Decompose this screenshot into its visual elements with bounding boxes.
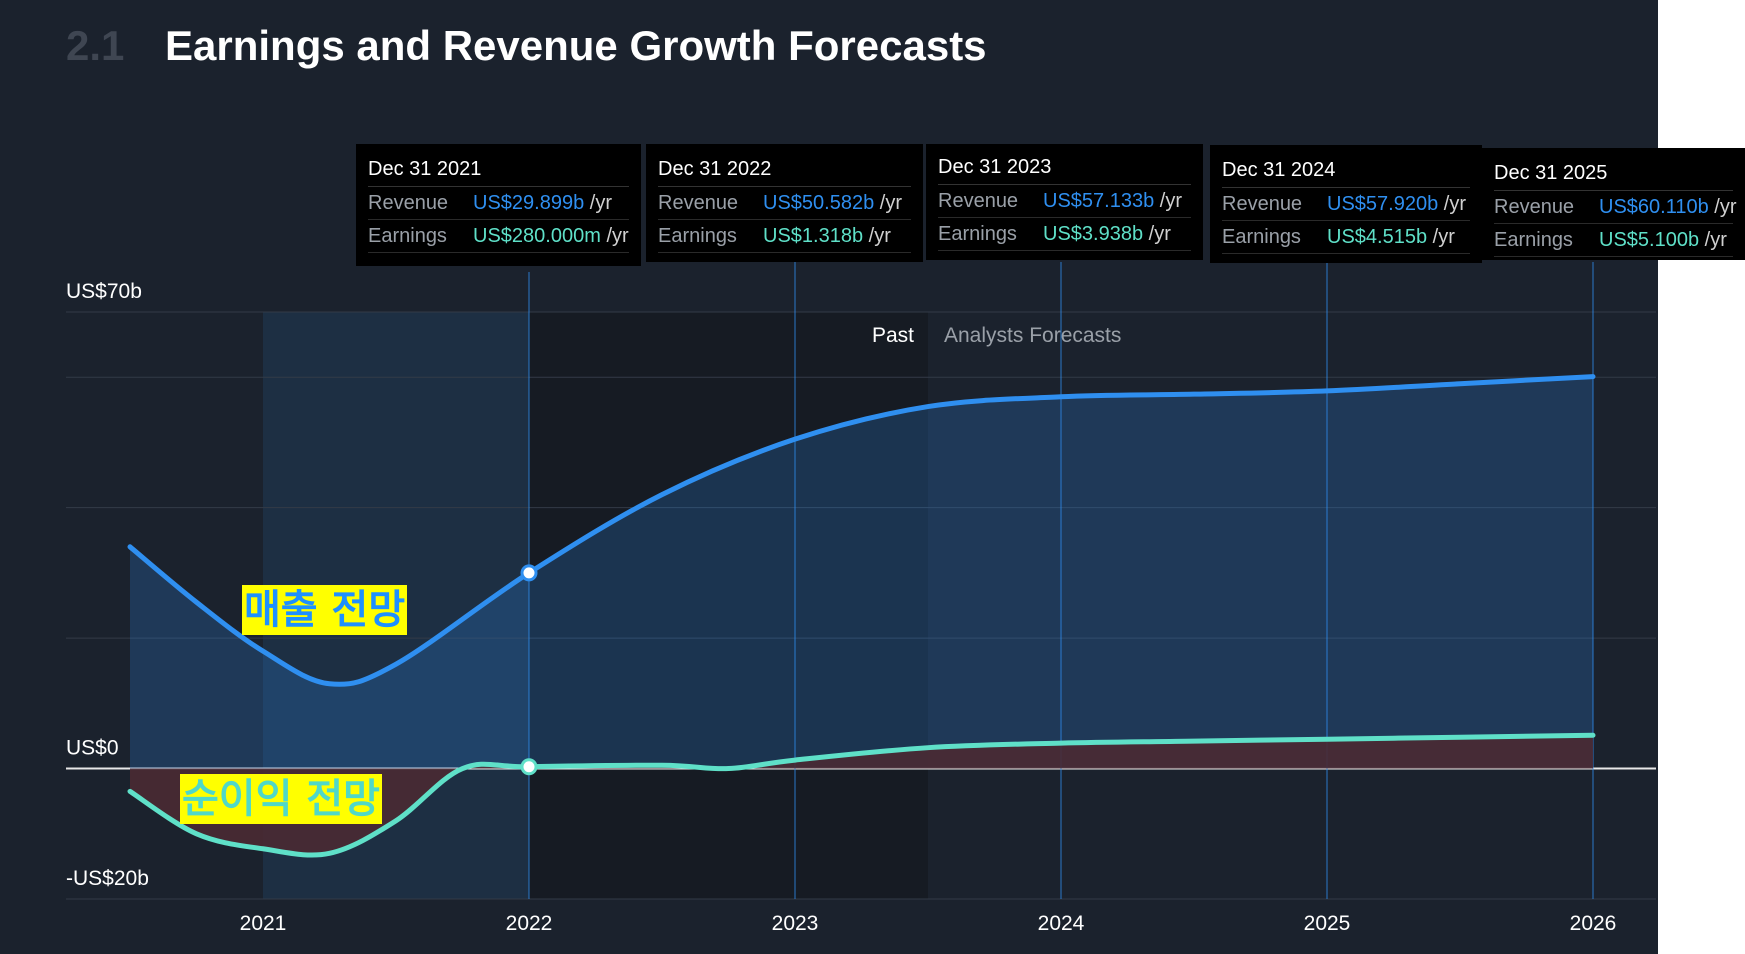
- past-shade: [529, 312, 928, 899]
- revenue-annotation: 매출 전망: [242, 585, 408, 635]
- revenue-value: US$50.582b: [763, 192, 875, 214]
- revenue-line[interactable]: [127, 374, 1596, 687]
- unit: /yr: [1704, 229, 1727, 251]
- revenue-label: Revenue: [938, 190, 1019, 212]
- tooltip-2023: Dec 31 2023 Revenue US$57.133b /yr Earnin…: [926, 144, 1203, 260]
- earnings-label: Earnings: [1494, 229, 1573, 251]
- x-tick-label: 2024: [1038, 912, 1085, 935]
- tooltip-2022: Dec 31 2022 Revenue US$50.582b /yr Earnin…: [646, 144, 923, 262]
- revenue-area: [130, 376, 1593, 769]
- earnings-line[interactable]: [127, 732, 1596, 858]
- earnings-value: US$1.318b: [763, 225, 864, 247]
- tooltip-date: Dec 31 2025: [1494, 162, 1733, 191]
- tooltip-date: Dec 31 2024: [1222, 159, 1470, 188]
- revenue-value: US$60.110b: [1599, 196, 1709, 218]
- x-tick-label: 2022: [506, 912, 553, 935]
- revenue-label: Revenue: [1494, 196, 1575, 218]
- unit: /yr: [606, 225, 629, 247]
- earnings-value: US$4.515b: [1327, 226, 1428, 248]
- revenue-value: US$57.920b: [1327, 193, 1439, 215]
- earnings-value: US$5.100b: [1599, 229, 1700, 251]
- page-title: Earnings and Revenue Growth Forecasts: [165, 22, 987, 69]
- revenue-value: US$57.133b: [1043, 190, 1155, 212]
- section-number: 2.1: [66, 22, 125, 69]
- revenue-label: Revenue: [368, 192, 449, 214]
- tooltip-2024: Dec 31 2024 Revenue US$57.920b /yr Earnin…: [1210, 145, 1482, 263]
- x-tick-label: 2021: [240, 912, 287, 935]
- revenue-label: Revenue: [658, 192, 739, 214]
- y-tick-label: US$0: [66, 737, 119, 760]
- x-tick-label: 2025: [1304, 912, 1351, 935]
- tooltip-date: Dec 31 2022: [658, 158, 911, 187]
- tooltip-date: Dec 31 2021: [368, 158, 629, 187]
- tooltip-2025: Dec 31 2025 Revenue US$60.110b /yr Earnin…: [1482, 148, 1745, 260]
- past-label: Past: [872, 324, 914, 347]
- unit: /yr: [1443, 193, 1466, 215]
- tooltip-date: Dec 31 2023: [938, 156, 1191, 185]
- x-tick-label: 2023: [772, 912, 819, 935]
- unit: /yr: [1714, 196, 1737, 218]
- earnings-label: Earnings: [658, 225, 737, 247]
- earnings-value: US$280.000m: [473, 225, 601, 247]
- earnings-point[interactable]: [520, 758, 538, 776]
- earnings-label: Earnings: [1222, 226, 1301, 248]
- earnings-label: Earnings: [368, 225, 447, 247]
- y-tick-label: US$70b: [66, 280, 142, 303]
- unit: /yr: [1148, 223, 1171, 245]
- unit: /yr: [868, 225, 891, 247]
- y-tick-label: -US$20b: [66, 867, 149, 890]
- revenue-label: Revenue: [1222, 193, 1303, 215]
- revenue-point[interactable]: [520, 564, 538, 582]
- revenue-value: US$29.899b: [473, 192, 585, 214]
- unit: /yr: [1432, 226, 1455, 248]
- forecast-label: Analysts Forecasts: [944, 324, 1121, 347]
- earnings-label: Earnings: [938, 223, 1017, 245]
- x-tick-label: 2026: [1570, 912, 1617, 935]
- earnings-annotation: 순이익 전망: [180, 774, 382, 824]
- unit: /yr: [879, 192, 902, 214]
- unit: /yr: [1159, 190, 1182, 212]
- earnings-value: US$3.938b: [1043, 223, 1144, 245]
- tooltip-2021: Dec 31 2021 Revenue US$29.899b /yr Earnin…: [356, 144, 641, 266]
- unit: /yr: [589, 192, 612, 214]
